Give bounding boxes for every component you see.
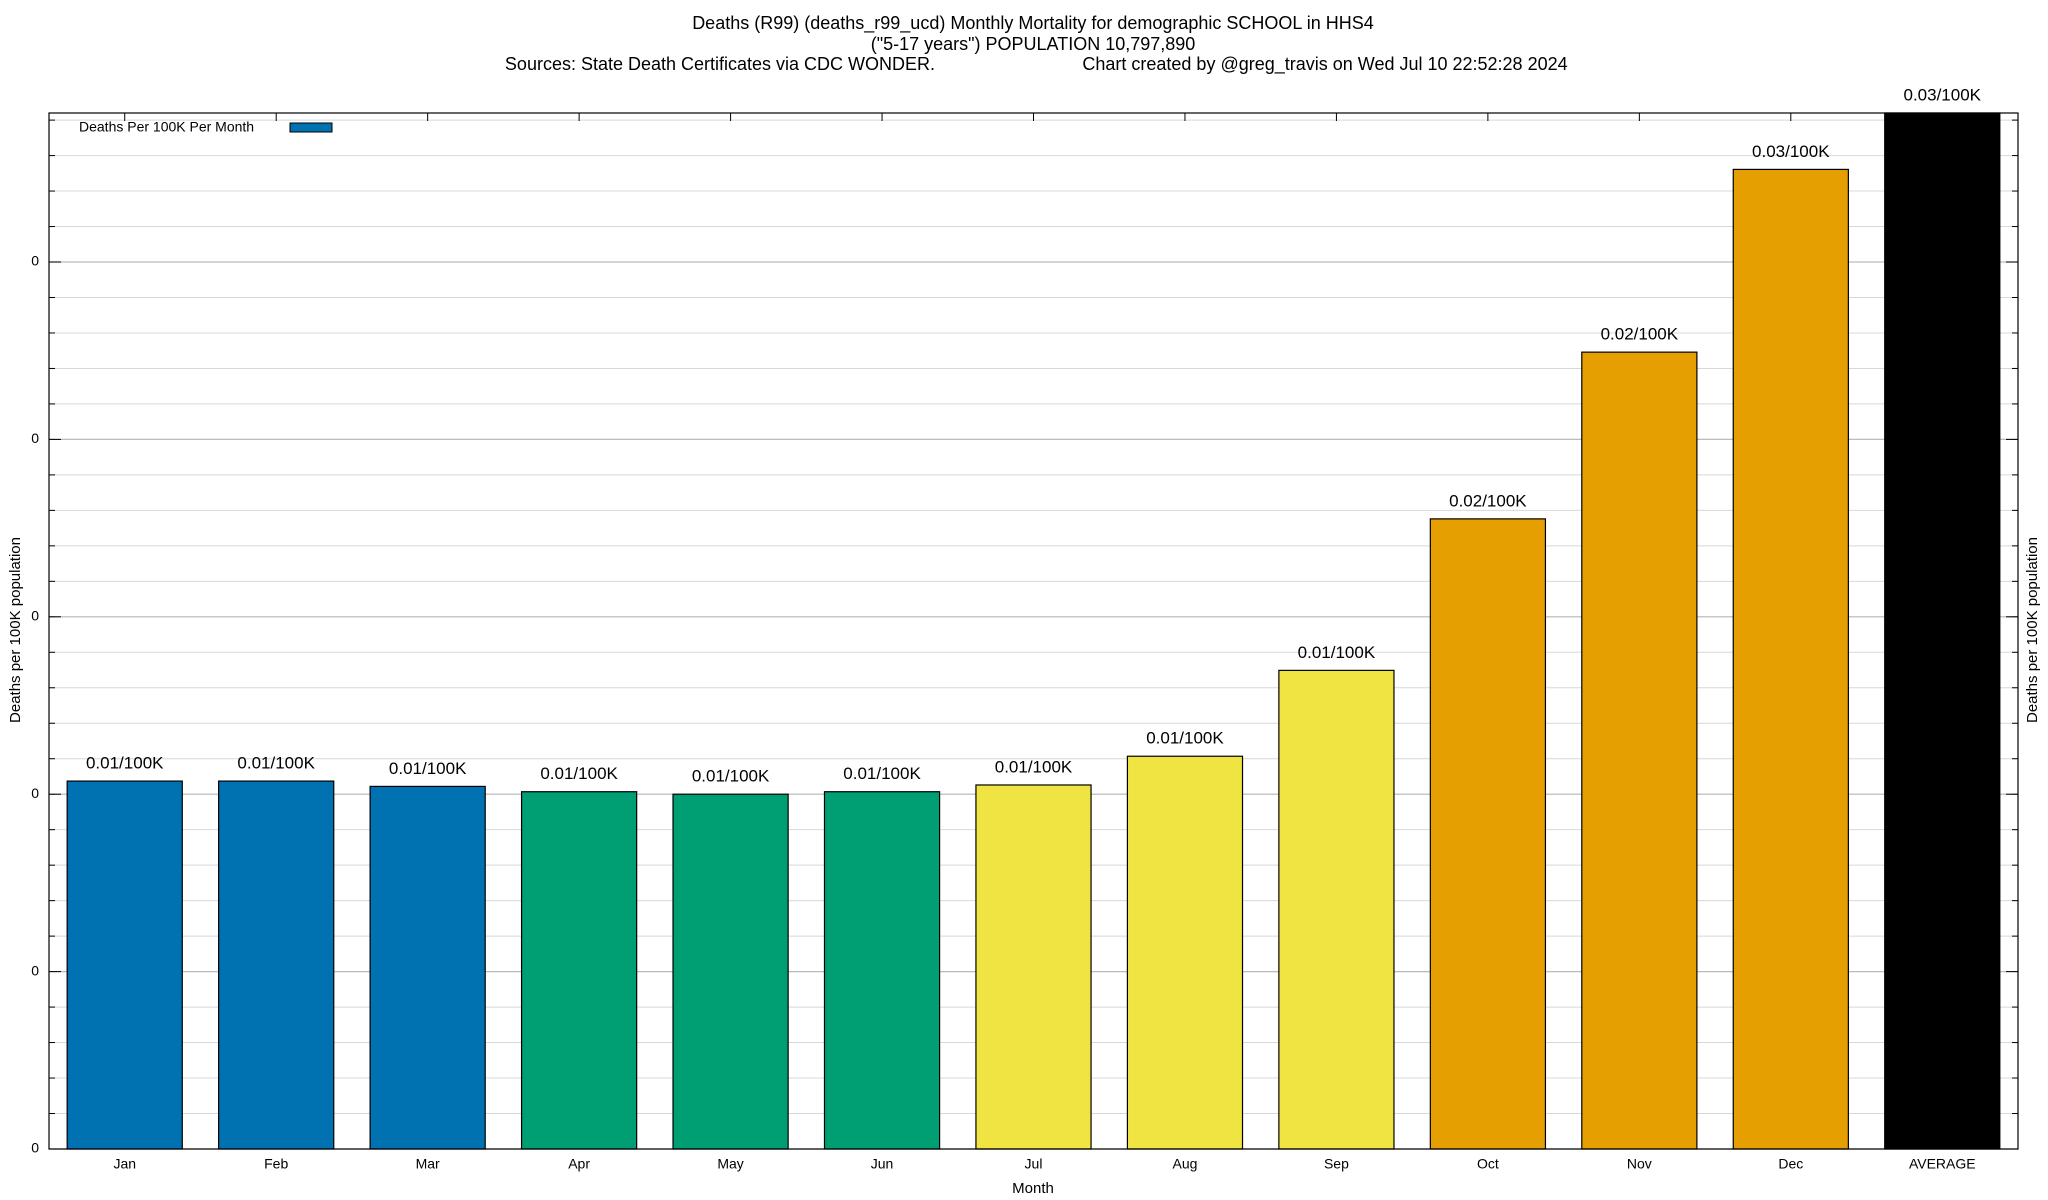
bar (823, 791, 941, 1150)
x-axis-label: Month (1012, 1180, 1054, 1197)
x-tick-label: Apr (568, 1156, 590, 1172)
bar (1126, 755, 1244, 1150)
legend-swatch (289, 122, 333, 133)
x-tick-label: May (717, 1156, 743, 1172)
data-label: 0.02/100K (1449, 491, 1527, 510)
bar (66, 780, 183, 1150)
x-tick-label: Dec (1778, 1156, 1803, 1172)
data-label: 0.01/100K (1298, 643, 1376, 662)
bar (369, 785, 486, 1150)
y-tick-label: 0 (31, 608, 39, 624)
bar (1732, 168, 1849, 1150)
y-tick-label: 0 (31, 1140, 39, 1156)
data-label: 0.01/100K (389, 759, 467, 778)
bar (1429, 518, 1547, 1150)
data-label: 0.01/100K (692, 767, 770, 786)
bar (1884, 112, 2001, 1150)
data-label: 0.03/100K (1752, 142, 1830, 161)
x-tick-label: Jun (871, 1156, 894, 1172)
data-label: 0.01/100K (540, 764, 618, 783)
x-tick-label: Sep (1324, 1156, 1349, 1172)
bar (672, 793, 789, 1150)
x-tick-label: AVERAGE (1909, 1156, 1976, 1172)
data-label: 0.01/100K (86, 754, 164, 773)
plot-frame (48, 112, 2019, 1150)
x-tick-label: Jan (113, 1156, 136, 1172)
bar (218, 780, 335, 1150)
x-tick-label: Aug (1173, 1156, 1198, 1172)
bar (520, 791, 638, 1150)
legend-label: Deaths Per 100K Per Month (79, 119, 254, 135)
data-label: 0.02/100K (1601, 325, 1679, 344)
data-label: 0.01/100K (995, 757, 1073, 776)
x-tick-label: Jul (1025, 1156, 1043, 1172)
y2-axis-label: Deaths per 100K population (2024, 537, 2041, 723)
bar (1278, 669, 1395, 1150)
chart-title: Deaths (R99) (deaths_r99_ucd) Monthly Mo… (692, 13, 1374, 34)
data-label: 0.01/100K (1146, 729, 1224, 748)
y-tick-label: 0 (31, 962, 39, 978)
x-tick-label: Nov (1627, 1156, 1652, 1172)
bar (975, 784, 1092, 1150)
x-tick-label: Mar (416, 1156, 440, 1172)
bar (1581, 351, 1698, 1150)
y-tick-label: 0 (31, 253, 39, 269)
chart-credit: Chart created by @greg_travis on Wed Jul… (1082, 54, 1567, 75)
chart-subtitle: ("5-17 years") POPULATION 10,797,890 (871, 34, 1196, 54)
x-tick-label: Feb (264, 1156, 288, 1172)
data-label: 0.01/100K (237, 754, 315, 773)
data-label: 0.03/100K (1904, 85, 1982, 104)
chart-source: Sources: State Death Certificates via CD… (505, 54, 935, 74)
x-tick-label: Oct (1477, 1156, 1499, 1172)
y-tick-label: 0 (31, 785, 39, 801)
data-label: 0.01/100K (843, 764, 921, 783)
y-axis-label: Deaths per 100K population (7, 537, 24, 723)
y-tick-label: 0 (31, 430, 39, 446)
